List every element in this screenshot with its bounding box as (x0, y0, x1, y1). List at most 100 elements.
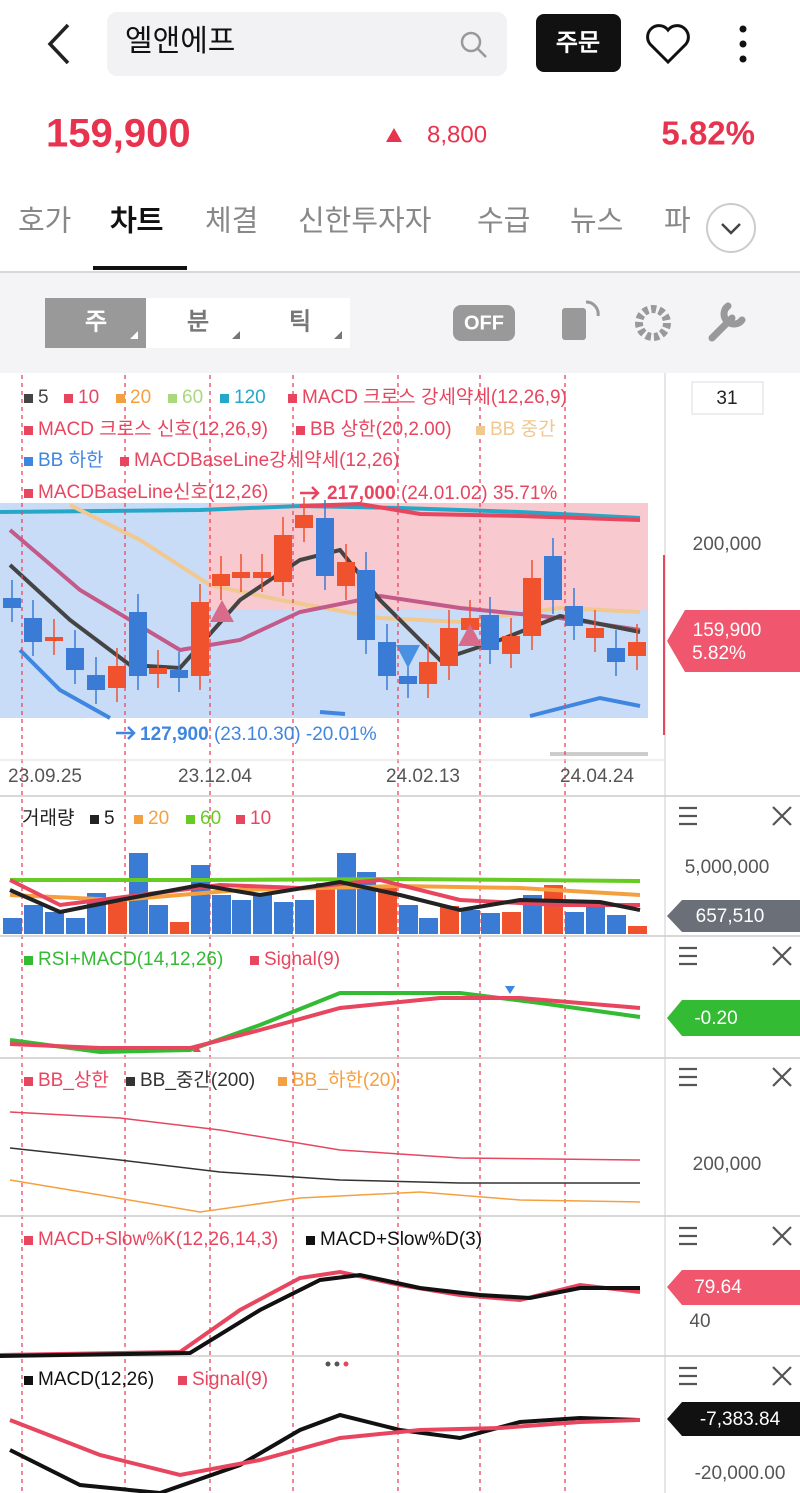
candle-body (565, 606, 583, 626)
y-axis-label: 200,000 (693, 534, 762, 555)
scrollbar[interactable] (550, 752, 648, 756)
legend-label: MACD+Slow%D(3) (320, 1229, 482, 1250)
rsi-lines (9, 991, 641, 1055)
back-button[interactable] (47, 23, 70, 65)
legend-label: 10 (78, 387, 99, 408)
volume-bar (565, 912, 584, 934)
legend-marker (24, 457, 33, 466)
legend-marker (134, 815, 143, 824)
tool-icon[interactable] (708, 302, 746, 342)
settings-icon[interactable] (635, 305, 671, 341)
panel-menu[interactable] (679, 1366, 697, 1386)
legend-label: BB_중간(200) (140, 1069, 255, 1091)
panel-close[interactable] (772, 806, 792, 826)
panel-close[interactable] (772, 1366, 792, 1386)
period-option[interactable]: 주 (85, 308, 107, 335)
candle-body (232, 572, 250, 578)
volume-bar (481, 913, 500, 934)
legend-label: BB 하한 (38, 449, 104, 471)
panel-menu[interactable] (679, 1226, 697, 1246)
copy-icon (585, 300, 600, 317)
volume-bar (274, 902, 293, 934)
legend-label: 60 (182, 387, 203, 408)
volume-bar (461, 910, 480, 934)
order-button[interactable] (536, 14, 621, 72)
x-date-label: 24.02.13 (386, 766, 460, 787)
signal-arrow (396, 645, 420, 668)
period-selected (45, 298, 146, 348)
tab-more[interactable] (706, 203, 756, 253)
legend-marker (24, 489, 33, 498)
legend-marker (64, 394, 73, 403)
panel-menu[interactable] (679, 1067, 697, 1087)
volume-bar (399, 905, 418, 934)
x-date-label: 23.12.04 (178, 766, 252, 787)
panel-menu[interactable] (679, 806, 697, 826)
panel-close[interactable] (772, 1067, 792, 1087)
legend-label: 5 (104, 808, 115, 829)
tab[interactable]: 수급 (477, 206, 530, 238)
macd-lines (9, 1412, 641, 1493)
legend-label: 5 (38, 387, 49, 408)
annotation-arrow (116, 726, 136, 740)
current-volume: 657,510 (696, 906, 765, 927)
current-price: 159,900 (46, 112, 191, 156)
legend-label: MACDBaseLine강세약세(12,26) (134, 449, 399, 471)
order-label: 주문 (556, 29, 600, 56)
search-box[interactable] (107, 12, 507, 76)
candle-body (295, 515, 313, 528)
panel-close[interactable] (772, 946, 792, 966)
y-axis-label: 200,000 (693, 1154, 762, 1175)
period-option[interactable]: 틱 (289, 308, 311, 335)
legend-marker (120, 457, 129, 466)
candle-body (212, 574, 230, 586)
value-tag (667, 1270, 800, 1305)
legend-label: BB 중간 (490, 418, 556, 440)
candle-body (45, 637, 63, 641)
volume-bar (586, 905, 605, 934)
legend-label: BB_하한(20) (292, 1069, 397, 1091)
current-macd: -7,383.84 (700, 1409, 781, 1430)
volume-bar (253, 895, 272, 934)
panel-menu[interactable] (679, 946, 697, 966)
high-annotation: 217,000 (24.01.02) 35.71% (327, 483, 557, 504)
candle-body (378, 642, 396, 676)
tab[interactable]: 파 (664, 206, 691, 238)
dropdown-corner (232, 331, 240, 339)
volume-bar (191, 865, 210, 934)
period-option[interactable]: 분 (187, 308, 209, 335)
legend-label: 20 (130, 387, 151, 408)
volume-bar (440, 906, 459, 934)
legend-label: RSI+MACD(14,12,26) (38, 949, 223, 970)
panel-close[interactable] (772, 1226, 792, 1246)
candle-body (170, 670, 188, 678)
toggle-button[interactable] (453, 305, 515, 341)
candle-body (419, 662, 437, 684)
x-date-label: 23.09.25 (8, 766, 82, 787)
favorite-button[interactable] (646, 24, 690, 65)
tab[interactable]: 신한투자자 (298, 206, 431, 238)
more-button[interactable] (739, 25, 747, 63)
dropdown-corner (130, 331, 138, 339)
signal-arrow (210, 600, 234, 622)
legend-marker (278, 1077, 287, 1086)
legend-label: 거래량 (22, 807, 74, 829)
volume-bar (212, 895, 231, 934)
legend-label: BB_상한 (38, 1069, 109, 1091)
legend-marker (24, 1376, 33, 1385)
tab[interactable]: 뉴스 (570, 206, 623, 238)
legend-marker (250, 956, 259, 965)
high-date: (24.01.02) (401, 483, 488, 504)
volume-bar (170, 922, 189, 934)
period-box[interactable] (691, 381, 764, 415)
tab[interactable]: 차트 (110, 205, 163, 238)
search-icon (460, 31, 482, 53)
copy-icon[interactable] (562, 308, 586, 340)
signal-marker (193, 1046, 201, 1052)
tab[interactable]: 호가 (18, 206, 71, 238)
value-tag (667, 1000, 800, 1036)
tab[interactable]: 체결 (205, 206, 258, 238)
low-annotation: 127,900 (23.10.30) -20.01% (140, 724, 377, 745)
low-value: 127,900 (140, 724, 209, 745)
